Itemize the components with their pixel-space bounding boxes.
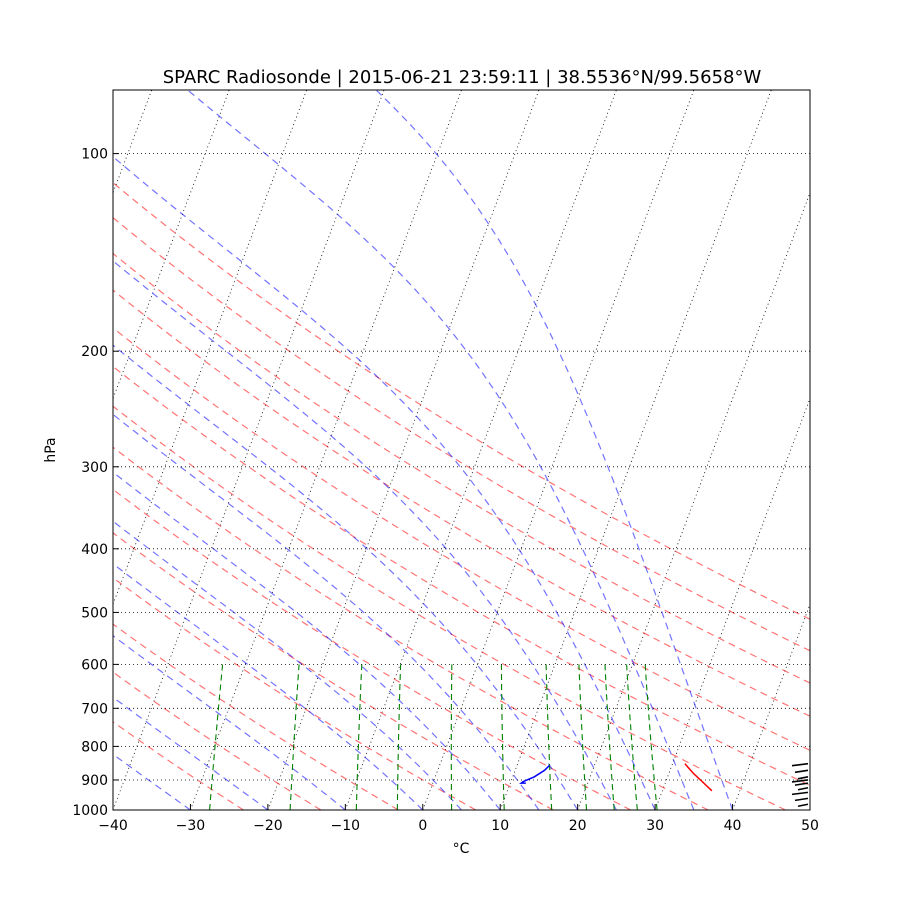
moist-adiabat-line (113, 563, 424, 810)
mixing-ratio-line (355, 664, 363, 810)
wind-barb (794, 782, 809, 786)
mixing-ratio-line (396, 664, 402, 810)
isotherm-line (732, 603, 810, 810)
y-tick-label: 900 (81, 773, 108, 789)
dry-adiabat-line (113, 252, 810, 684)
moist-adiabat-lines (113, 90, 734, 810)
chart-title: SPARC Radiosonde | 2015-06-21 23:59:11 |… (163, 67, 762, 88)
y-tick-label: 400 (81, 542, 108, 558)
wind-barb (797, 775, 809, 780)
moist-adiabat-line (187, 90, 695, 810)
dry-adiabat-line (113, 577, 477, 810)
moist-adiabat-line (113, 520, 462, 810)
x-tick-label: −40 (98, 818, 128, 834)
mixing-ratio-line (209, 664, 224, 810)
isotherm-line (267, 90, 540, 810)
isotherm-line (344, 90, 617, 810)
isotherm-line (422, 90, 695, 810)
isotherm-line (113, 90, 385, 810)
y-tick-label: 700 (81, 701, 108, 717)
dry-adiabat-line (113, 365, 810, 787)
dry-adiabat-line (113, 216, 810, 652)
y-tick-label: 600 (81, 657, 108, 673)
x-axis-label: °C (453, 841, 470, 857)
x-tick-label: 50 (801, 818, 819, 834)
x-axis-ticks: −40 −30 −20 −10 0 10 20 30 40 50 (98, 804, 819, 834)
wind-barb (791, 791, 809, 796)
moist-adiabat-line (113, 471, 501, 810)
isotherm-line (577, 191, 810, 810)
x-tick-label: 20 (569, 818, 587, 834)
x-tick-label: 10 (491, 818, 509, 834)
moist-adiabat-line (375, 90, 734, 810)
mixing-ratio-line (545, 664, 553, 810)
mixing-ratio-line (500, 664, 505, 810)
temperature-trace (684, 763, 713, 792)
x-tick-label: 30 (646, 818, 664, 834)
plot-area (113, 90, 810, 810)
plot-frame (112, 89, 811, 811)
y-axis-label: hPa (43, 437, 59, 462)
mixing-ratio-line (644, 664, 658, 810)
moist-adiabat-line (113, 344, 579, 810)
dry-adiabat-line (113, 671, 322, 810)
y-tick-label: 1000 (72, 803, 108, 819)
wind-barb (791, 779, 809, 783)
isotherm-line (654, 397, 810, 810)
dry-adiabat-lines (113, 181, 810, 810)
moist-adiabat-line (113, 634, 346, 810)
mixing-ratio-line (626, 664, 638, 810)
isotherm-lines (113, 90, 810, 810)
x-tick-label: −10 (331, 818, 361, 834)
dry-adiabat-line (113, 532, 554, 810)
dry-adiabat-line (113, 181, 810, 620)
x-tick-label: −30 (176, 818, 206, 834)
moist-adiabat-line (113, 155, 656, 810)
wind-barb (794, 769, 809, 774)
y-tick-label: 300 (81, 460, 108, 476)
moist-adiabat-line (113, 260, 617, 810)
wind-barbs (791, 762, 809, 808)
y-tick-label: 200 (81, 344, 108, 360)
isotherm-line (190, 90, 462, 810)
y-axis-ticks: 100 200 300 400 500 600 700 800 900 1000 (72, 147, 119, 819)
y-tick-label: 100 (81, 147, 108, 163)
pressure-gridlines (113, 153, 810, 810)
y-tick-label: 800 (81, 739, 108, 755)
x-tick-label: 0 (418, 818, 427, 834)
x-tick-label: −20 (253, 818, 283, 834)
mixing-ratio-lines (209, 664, 658, 810)
dry-adiabat-line (113, 289, 810, 717)
y-tick-label: 500 (81, 605, 108, 621)
isotherm-line (499, 90, 772, 810)
dry-adiabat-line (113, 446, 709, 810)
x-tick-label: 40 (724, 818, 742, 834)
moist-adiabat-line (113, 413, 540, 810)
dewpoint-trace (518, 764, 551, 784)
wind-barb (791, 762, 809, 767)
sounding-traces (518, 763, 713, 792)
wind-barb (797, 803, 809, 808)
mixing-ratio-line (578, 664, 588, 810)
dry-adiabat-line (113, 405, 786, 810)
mixing-ratio-line (450, 664, 453, 810)
wind-barb (797, 786, 809, 791)
dry-adiabat-line (113, 327, 810, 751)
wind-barb (794, 797, 809, 802)
